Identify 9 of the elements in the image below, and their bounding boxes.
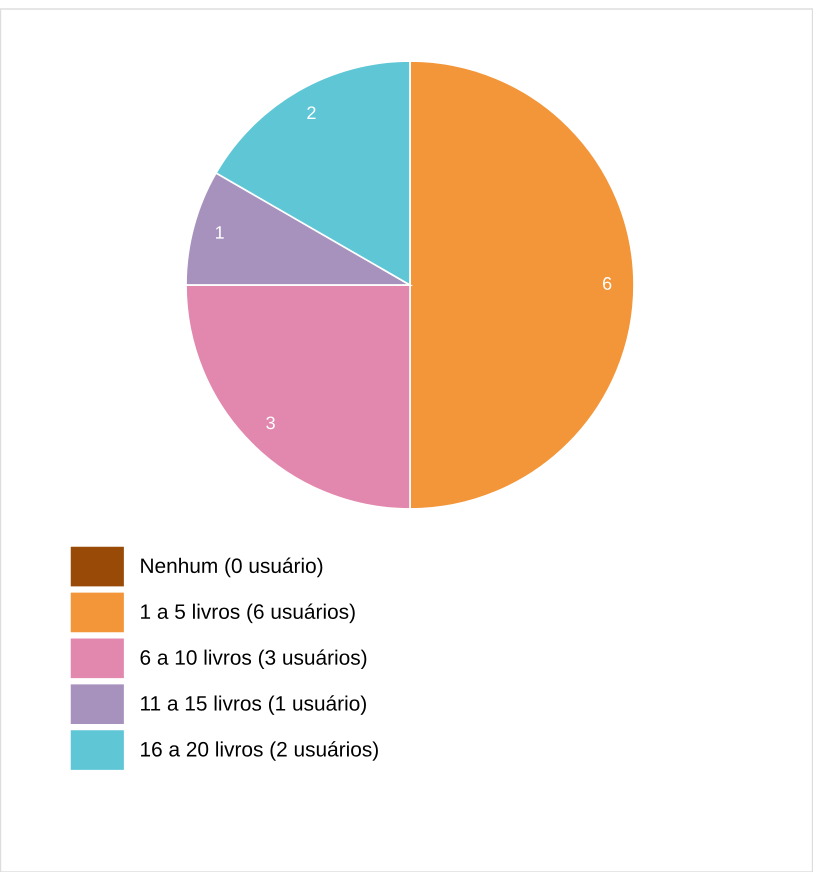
data-label: 2	[307, 106, 316, 119]
data-label: 1	[216, 226, 224, 239]
data-label: 3	[266, 416, 275, 430]
legend-label: Nenhum (0 usuário)	[141, 558, 322, 578]
data-label: 6	[603, 277, 612, 290]
legend-label: 1 a 5 livros (6 usuários)	[141, 603, 355, 624]
legend-label: 6 a 10 livros (3 usuários)	[140, 649, 366, 669]
legend-label: 16 a 20 livros (2 usuários)	[141, 741, 378, 761]
legend-label: 11 a 15 livros (1 usuário)	[141, 695, 366, 715]
